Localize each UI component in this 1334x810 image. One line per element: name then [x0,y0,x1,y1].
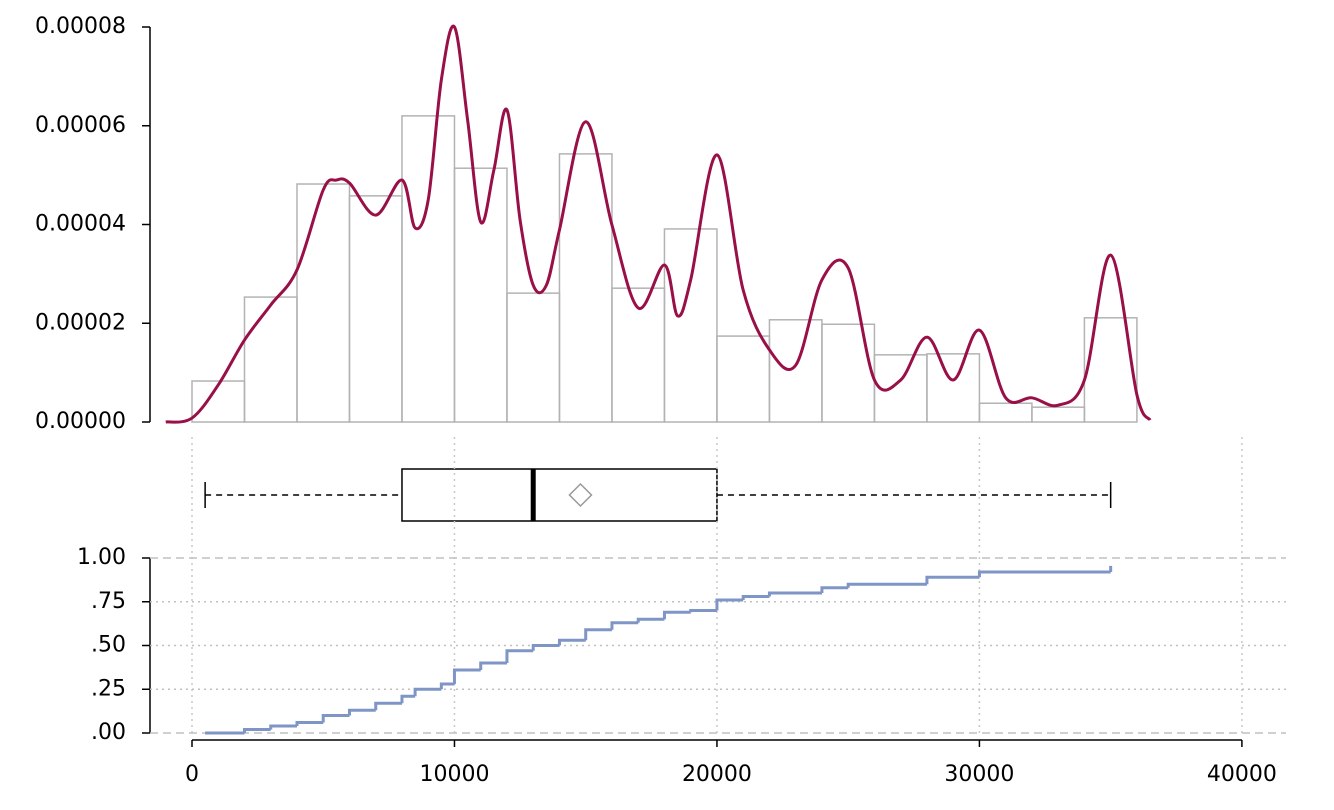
ecdf-step [846,582,927,588]
x-tick-label: 30000 [944,762,1014,787]
histogram-bar [978,402,1033,423]
ecdf-step [413,687,442,697]
ecdf-step [439,682,455,690]
ecdf-step [452,668,481,684]
histogram-bar [453,167,508,423]
y-tick-label: .50 [91,633,126,658]
ecdf-step [505,649,534,663]
x-tick-label: 10000 [419,762,489,787]
histogram-bar [243,296,298,423]
ecdf-step [977,570,1111,578]
ecdf-step [662,610,691,620]
ecdf-step [767,591,822,597]
y-tick-label: 0.00008 [35,14,126,39]
histogram-bar [663,228,718,423]
y-tick-label: 0.00000 [35,409,126,434]
ecdf-step [715,598,744,611]
y-tick-label: 0.00004 [35,212,126,237]
histogram-bar [716,335,771,423]
y-tick-label: .75 [91,589,126,614]
histogram-bar [768,319,823,423]
ecdf-step [321,714,350,723]
ecdf-step [479,661,507,670]
ecdf-step [689,609,717,613]
ecdf-step [557,638,586,646]
y-tick-label: 1.00 [77,545,126,570]
histogram-bar [1083,317,1138,423]
y-tick-label: 0.00002 [35,310,126,335]
ecdf-step [374,701,402,711]
histogram-bar [296,183,351,423]
ecdf-step [636,617,665,623]
ecdf-step [400,694,416,704]
x-tick-label: 0 [185,762,199,787]
mean-marker [568,482,593,508]
ecdf-step [925,575,980,585]
ecdf-step [269,724,297,730]
histogram-bar [401,115,456,423]
x-tick-label: 20000 [682,762,752,787]
ecdf-step [531,644,560,651]
ecdf-step [584,628,612,641]
x-tick-label: 40000 [1207,762,1277,787]
ecdf-step [820,586,849,593]
ecdf-step [741,595,770,600]
ecdf-step [610,621,639,630]
y-tick-label: .25 [91,676,126,701]
ecdf-step [347,708,376,716]
histogram-bar [506,292,561,423]
ecdf-step [295,721,324,726]
histogram-bar [348,195,403,423]
histogram-bar [926,353,981,423]
y-tick-label: .00 [91,720,126,745]
y-tick-label: 0.00006 [35,113,126,138]
histogram-bar [1031,406,1086,423]
box [401,468,718,522]
histogram-bar [821,323,876,423]
ecdf-step [242,728,271,733]
density-curve [165,24,1152,424]
